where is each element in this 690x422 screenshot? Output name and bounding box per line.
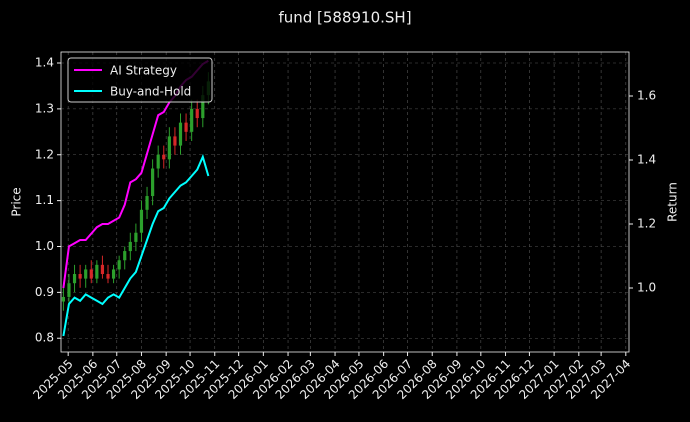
candle-body <box>139 209 144 233</box>
plot-frame <box>60 51 630 353</box>
candle-body <box>173 136 177 146</box>
candle-body <box>128 241 132 252</box>
candle-body <box>89 269 93 279</box>
candle-body <box>72 274 77 284</box>
candle-body <box>100 264 105 275</box>
candle-body <box>201 95 205 119</box>
candle-body <box>167 136 171 160</box>
candle-body <box>78 274 82 279</box>
y2-tick-label: 1.4 <box>637 153 656 167</box>
y-tick-label: 0.8 <box>35 331 54 345</box>
y-tick-label: 1.3 <box>35 101 54 115</box>
candle-body <box>145 196 149 210</box>
candle-body <box>84 269 88 279</box>
y-tick-label: 1.2 <box>35 147 54 161</box>
candle-body <box>156 154 160 169</box>
candle-body <box>162 154 166 160</box>
y-tick-label: 1.1 <box>35 193 54 207</box>
chart-title: fund [588910.SH] <box>278 9 411 27</box>
candle-body <box>178 122 183 146</box>
legend-label: Buy-and-Hold <box>110 85 191 99</box>
y-tick-label: 1.4 <box>35 56 54 70</box>
legend-label: AI Strategy <box>110 64 177 78</box>
candle-body <box>190 108 194 132</box>
legend-box <box>67 57 213 103</box>
y-tick-label: 1.0 <box>35 239 54 253</box>
candle-body <box>106 274 110 279</box>
candle-body <box>184 122 188 132</box>
candle-body <box>67 283 71 297</box>
y2-tick-label: 1.6 <box>637 89 656 103</box>
candle-body <box>111 269 116 279</box>
candle-body <box>117 260 121 270</box>
candle-body <box>95 264 99 279</box>
candle-body <box>134 232 138 242</box>
candle-body <box>151 168 155 197</box>
y2-tick-label: 1.2 <box>637 217 656 231</box>
y2-tick-label: 1.0 <box>637 281 656 295</box>
y-tick-label: 0.9 <box>35 285 54 299</box>
candle-body <box>195 108 199 119</box>
y-axis-label: Price <box>10 187 24 216</box>
candle-body <box>123 251 127 261</box>
return-line <box>62 153 210 337</box>
y2-axis-label: Return <box>666 182 680 222</box>
candle-body <box>61 296 65 302</box>
